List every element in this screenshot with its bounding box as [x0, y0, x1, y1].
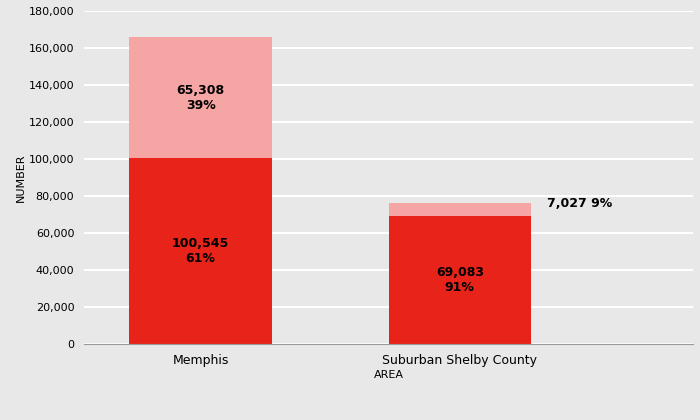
Text: 65,308
39%: 65,308 39%	[176, 84, 225, 112]
Text: 7,027 9%: 7,027 9%	[547, 197, 612, 210]
Bar	[130, 37, 272, 158]
Y-axis label: NUMBER: NUMBER	[16, 153, 26, 202]
Bar	[389, 203, 531, 216]
X-axis label: AREA: AREA	[374, 370, 403, 380]
Text: 100,545
61%: 100,545 61%	[172, 237, 230, 265]
Bar	[130, 158, 272, 344]
Text: 69,083
91%: 69,083 91%	[436, 266, 484, 294]
Bar	[389, 216, 531, 344]
